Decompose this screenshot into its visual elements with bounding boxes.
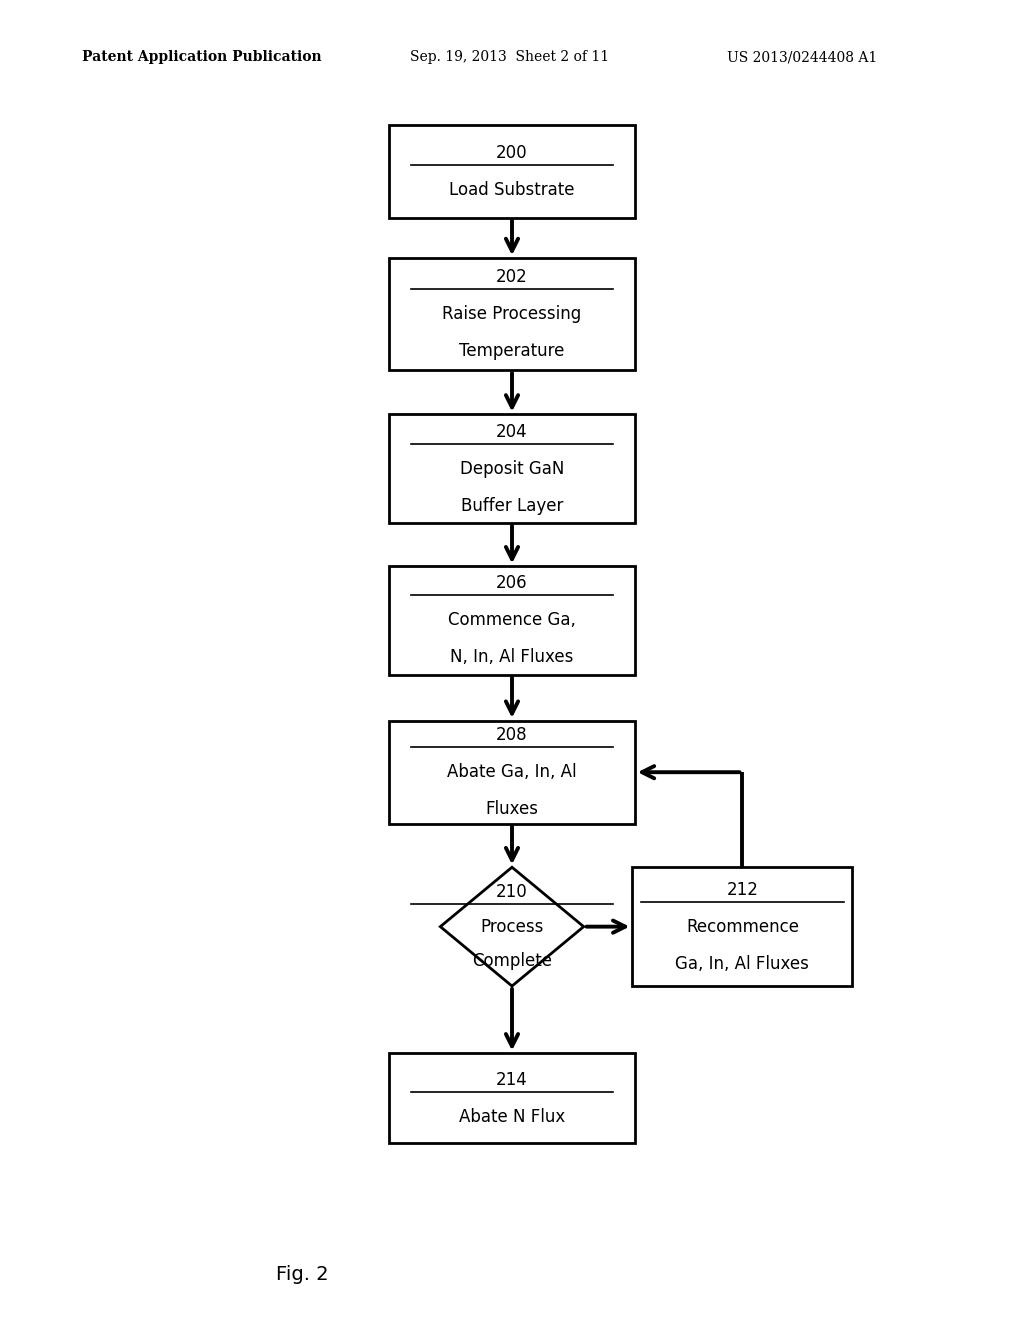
Bar [389,1053,635,1143]
Polygon shape [440,867,584,986]
Text: 208: 208 [497,726,527,744]
Text: Buffer Layer: Buffer Layer [461,496,563,515]
Text: Raise Processing: Raise Processing [442,305,582,323]
Text: US 2013/0244408 A1: US 2013/0244408 A1 [727,50,878,65]
Text: Ga, In, Al Fluxes: Ga, In, Al Fluxes [676,954,809,973]
Text: 206: 206 [497,574,527,593]
Text: N, In, Al Fluxes: N, In, Al Fluxes [451,648,573,667]
Text: 212: 212 [726,880,759,899]
Bar [389,414,635,523]
Text: Complete: Complete [472,952,552,970]
Text: Load Substrate: Load Substrate [450,181,574,199]
Text: 210: 210 [496,883,528,902]
Bar [389,566,635,675]
Text: Deposit GaN: Deposit GaN [460,459,564,478]
Text: 200: 200 [497,144,527,162]
Text: Patent Application Publication: Patent Application Publication [82,50,322,65]
Text: 214: 214 [496,1071,528,1089]
Bar [632,867,852,986]
Bar [389,259,635,370]
Text: Fluxes: Fluxes [485,800,539,818]
Text: Process: Process [480,917,544,936]
Text: Sep. 19, 2013  Sheet 2 of 11: Sep. 19, 2013 Sheet 2 of 11 [410,50,608,65]
Text: Fig. 2: Fig. 2 [276,1265,329,1283]
Text: Commence Ga,: Commence Ga, [449,611,575,630]
Text: Abate Ga, In, Al: Abate Ga, In, Al [447,763,577,781]
Bar [389,721,635,824]
Text: Recommence: Recommence [686,917,799,936]
Text: Abate N Flux: Abate N Flux [459,1107,565,1126]
Text: 204: 204 [497,422,527,441]
Text: 202: 202 [496,268,528,286]
Text: Temperature: Temperature [460,342,564,360]
Bar [389,125,635,218]
